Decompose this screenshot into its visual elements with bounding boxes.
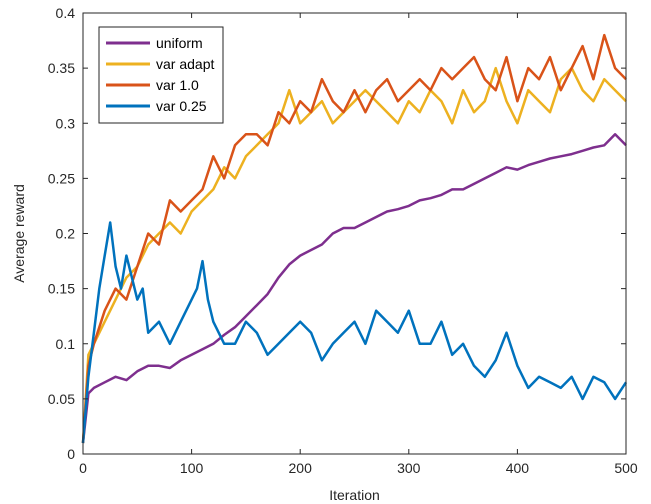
legend-label: uniform [156, 35, 203, 51]
x-tick-label: 300 [397, 460, 421, 476]
series-line-var-0-25 [81, 221, 628, 444]
x-axis-title: Iteration [329, 487, 380, 503]
series-line-var-adapt [81, 66, 627, 444]
y-tick-label: 0.2 [56, 226, 76, 242]
y-tick-label: 0.05 [48, 391, 75, 407]
x-tick-label: 200 [289, 460, 313, 476]
series-line-var-1-0 [81, 33, 627, 444]
legend-label: var 1.0 [156, 77, 199, 93]
x-tick-label: 0 [79, 460, 87, 476]
y-tick-label: 0.4 [56, 5, 76, 21]
legend: uniform var adapt var 1.0 var 0.25 [98, 26, 224, 124]
legend-label: var 0.25 [156, 98, 207, 114]
series-layer [81, 33, 628, 444]
y-tick-label: 0 [67, 446, 75, 462]
y-tick-label: 0.3 [56, 115, 76, 131]
y-tick-label: 0.35 [48, 60, 75, 76]
x-tick-label: 400 [506, 460, 530, 476]
legend-label: var adapt [156, 56, 214, 72]
y-tick-label: 0.1 [56, 336, 76, 352]
y-axis: 0 0.05 0.1 0.15 0.2 0.25 0.3 0.35 0.4 [48, 5, 626, 462]
x-tick-label: 500 [614, 460, 638, 476]
x-axis: 0 100 200 300 400 500 [79, 13, 638, 476]
series-line-uniform [81, 133, 627, 444]
y-tick-label: 0.25 [48, 170, 75, 186]
y-axis-title: Average reward [11, 184, 27, 283]
x-tick-label: 100 [180, 460, 204, 476]
y-tick-label: 0.15 [48, 281, 75, 297]
